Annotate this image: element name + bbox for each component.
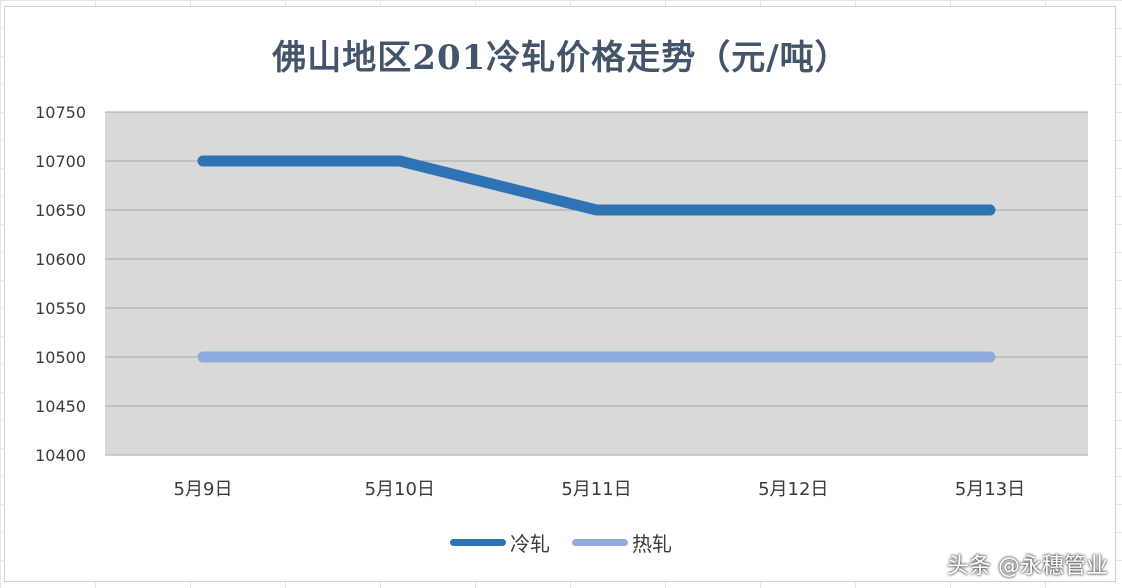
y-tick-label: 10700 bbox=[35, 152, 86, 171]
x-tick-label: 5月9日 bbox=[174, 479, 233, 500]
y-tick-label: 10450 bbox=[35, 397, 86, 416]
chart-title: 佛山地区201冷轧价格走势（元/吨） bbox=[272, 38, 850, 78]
y-tick-label: 10650 bbox=[35, 201, 86, 220]
legend-swatch bbox=[572, 539, 628, 546]
series-line bbox=[197, 155, 996, 216]
chart-legend: 冷轧 热轧 bbox=[0, 528, 1122, 557]
x-tick-label: 5月11日 bbox=[561, 479, 631, 500]
y-tick-label: 10750 bbox=[35, 103, 86, 122]
plot-area bbox=[105, 112, 1088, 455]
legend-swatch bbox=[450, 539, 506, 546]
legend-label: 冷轧 bbox=[510, 532, 550, 556]
legend-label: 热轧 bbox=[632, 532, 672, 556]
x-tick-label: 5月13日 bbox=[955, 479, 1025, 500]
watermark: 头条 @永穗管业 bbox=[947, 554, 1108, 579]
x-tick-label: 5月12日 bbox=[758, 479, 828, 500]
x-tick-label: 5月10日 bbox=[365, 479, 435, 500]
legend-item: 冷轧 bbox=[450, 528, 550, 557]
y-tick-label: 10400 bbox=[35, 446, 86, 465]
y-tick-label: 10600 bbox=[35, 250, 86, 269]
y-tick-label: 10500 bbox=[35, 348, 86, 367]
y-tick-label: 10550 bbox=[35, 299, 86, 318]
legend-item: 热轧 bbox=[572, 528, 672, 557]
